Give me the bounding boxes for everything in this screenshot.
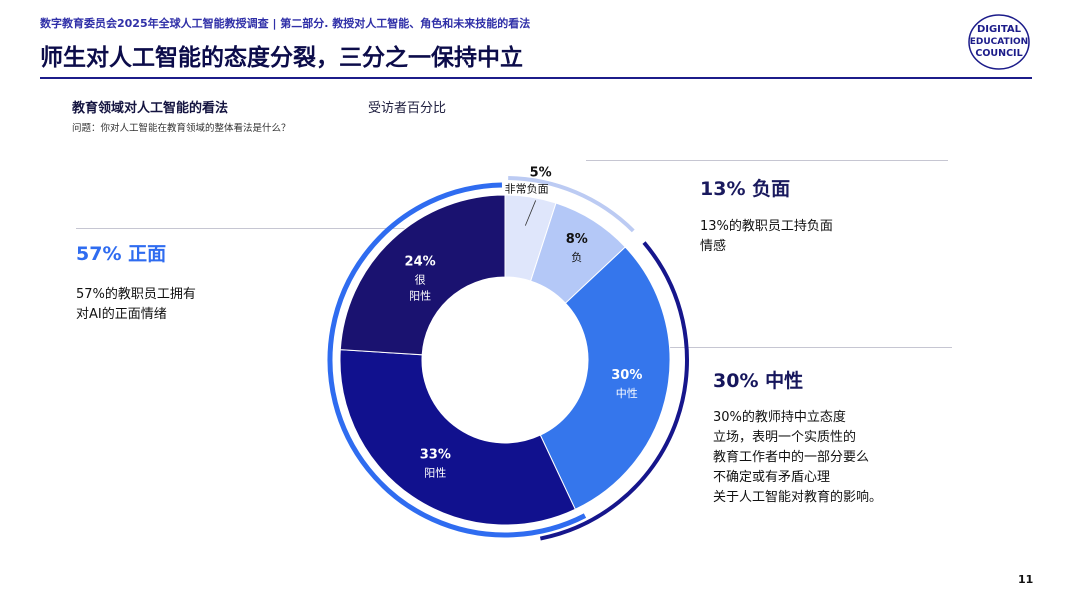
header-divider <box>40 77 1032 79</box>
chart-subtitle: 受访者百分比 <box>368 101 447 116</box>
slice-value-label: 8% <box>566 232 588 247</box>
pie-slice <box>339 349 576 526</box>
slice-value-label: 5% <box>530 165 552 180</box>
neutral-guide-line <box>610 347 952 348</box>
slice-category-label: 很 <box>415 273 426 287</box>
logo-line-1: DIGITAL <box>977 24 1022 35</box>
positive-group-description: 57%的教职员工拥有 对AI的正面情绪 <box>76 287 196 322</box>
negative-group-heading: 13% 负面 <box>700 178 791 200</box>
slice-category-label: 阳性 <box>424 466 446 480</box>
pie-slice <box>339 194 506 356</box>
logo-line-3: COUNCIL <box>975 48 1022 59</box>
slice-value-label: 33% <box>420 448 451 463</box>
negative-guide-line <box>586 160 948 161</box>
slice-category-label: 阳性 <box>409 289 431 303</box>
negative-group-description: 13%的教职员工持负面 情感 <box>700 219 833 254</box>
breadcrumb: 数字教育委员会2025年全球人工智能教授调查 | 第二部分. 教授对人工智能、角… <box>40 17 531 30</box>
slice-value-label: 30% <box>611 368 642 383</box>
group-bracket-arc <box>539 241 689 541</box>
slice-category-label: 非常负面 <box>505 181 549 195</box>
page-number: 11 <box>1018 573 1034 586</box>
positive-group-heading: 57% 正面 <box>76 243 167 265</box>
positive-guide-line <box>76 228 436 229</box>
group-bracket-arc <box>327 182 587 538</box>
label-leader-line <box>524 200 537 226</box>
logo-line-2: EDUCATION <box>970 37 1028 47</box>
neutral-group-description: 30%的教师持中立态度 立场，表明一个实质性的 教育工作者中的一部分要么 不确定… <box>713 410 883 505</box>
chart-question: 问题：你对人工智能在教育领域的整体看法是什么？ <box>72 123 291 134</box>
pie-slice <box>539 246 671 510</box>
chart-title: 教育领域对人工智能的看法 <box>72 101 229 116</box>
group-bracket-arc <box>508 176 635 233</box>
digital-education-council-logo: DIGITAL EDUCATION COUNCIL <box>968 14 1030 70</box>
neutral-group-heading: 30% 中性 <box>713 370 804 392</box>
slice-category-label: 中性 <box>616 386 638 400</box>
page-title: 师生对人工智能的态度分裂，三分之一保持中立 <box>40 45 523 71</box>
slice-value-label: 24% <box>405 255 436 270</box>
slice-category-label: 负 <box>571 250 582 264</box>
